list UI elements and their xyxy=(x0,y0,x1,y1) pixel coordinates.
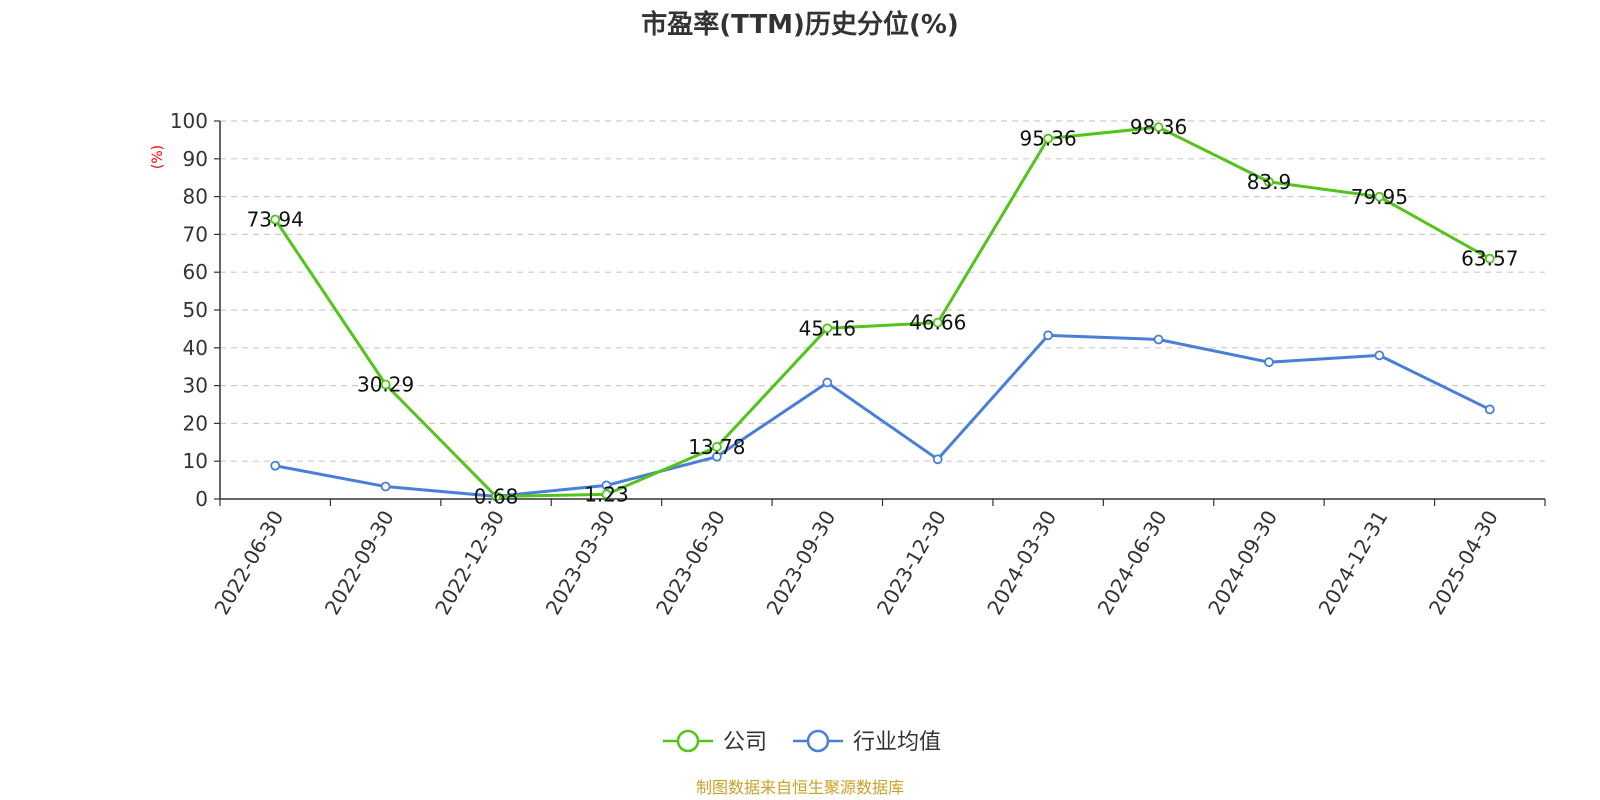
y-tick-label: 0 xyxy=(195,487,208,511)
data-label: 30.29 xyxy=(357,373,414,397)
legend-circle-icon xyxy=(806,729,830,753)
y-tick-label: 50 xyxy=(183,298,208,322)
data-point xyxy=(1153,122,1164,133)
x-tick-label: 2022-06-30 xyxy=(209,506,288,619)
data-label: 46.66 xyxy=(909,311,966,335)
data-point xyxy=(380,379,391,390)
legend: 公司 行业均值 xyxy=(663,729,941,755)
data-point xyxy=(270,460,281,471)
data-point xyxy=(601,480,612,491)
grid-lines xyxy=(220,120,1545,462)
data-label: 98.36 xyxy=(1130,115,1187,139)
data-point xyxy=(380,481,391,492)
data-label: 83.9 xyxy=(1247,170,1292,194)
x-tick-label: 2023-06-30 xyxy=(651,506,730,619)
x-tick-label: 2024-12-31 xyxy=(1314,506,1393,619)
x-tick-label: 2025-04-30 xyxy=(1424,506,1503,619)
data-point xyxy=(1043,330,1054,341)
data-point xyxy=(1374,350,1385,361)
y-tick-label: 90 xyxy=(183,147,208,171)
data-point xyxy=(932,317,943,328)
x-tick-label: 2023-12-30 xyxy=(872,506,951,619)
y-tick-label: 30 xyxy=(183,374,208,398)
y-tick-label: 70 xyxy=(183,222,208,246)
data-point xyxy=(1484,253,1495,264)
x-tick-label: 2024-03-30 xyxy=(982,506,1061,619)
data-point xyxy=(491,491,501,502)
chart-title: 市盈率(TTM)历史分位(%) xyxy=(641,9,959,40)
data-label: 1.23 xyxy=(584,482,629,506)
legend-item[interactable]: 公司 xyxy=(663,729,767,755)
legend-item[interactable]: 行业均值 xyxy=(793,729,941,755)
x-tick-label: 2024-09-30 xyxy=(1203,506,1282,619)
y-tick-label: 20 xyxy=(183,411,208,435)
data-label: 95.36 xyxy=(1019,127,1076,151)
data-point xyxy=(711,451,722,462)
data-point xyxy=(711,442,722,452)
data-point xyxy=(932,454,943,465)
data-point xyxy=(1374,191,1385,202)
data-point xyxy=(1264,176,1274,187)
y-axis-label: (%) xyxy=(150,145,166,169)
data-label: 13.78 xyxy=(688,435,745,459)
y-tick-label: 10 xyxy=(183,449,208,473)
data-label: 79.95 xyxy=(1351,185,1408,209)
axes: 0 10 20 30 40 50 60 70 80 90 100 2022-06-30 2022-09-… xyxy=(170,109,1546,619)
legend-label: 公司 xyxy=(723,730,767,755)
y-tick-label: 100 xyxy=(170,109,208,133)
data-point xyxy=(822,377,833,388)
data-point xyxy=(1264,357,1274,368)
series-line-0 xyxy=(273,125,1491,498)
series-line-1 xyxy=(274,333,1491,498)
data-label: 45.16 xyxy=(799,316,856,340)
data-label: 63.57 xyxy=(1461,247,1518,271)
x-tick-label: 2022-09-30 xyxy=(320,506,399,619)
series-lines xyxy=(270,122,1495,502)
x-tick-label: 2022-12-30 xyxy=(430,506,509,619)
data-point xyxy=(601,489,612,500)
data-labels: 73.94 30.29 0.68 1.23 13.78 45.16 46.66 95.36 98… xyxy=(247,115,1519,508)
y-tick-label: 60 xyxy=(183,260,208,284)
x-tick-label: 2024-06-30 xyxy=(1093,506,1172,619)
data-point xyxy=(270,214,281,225)
x-tick-label: 2023-03-30 xyxy=(541,506,620,619)
y-tick-label: 40 xyxy=(183,336,208,360)
legend-label: 行业均值 xyxy=(853,730,941,755)
legend-circle-icon xyxy=(676,729,700,753)
data-label: 0.68 xyxy=(474,484,519,508)
data-label: 73.94 xyxy=(247,208,304,232)
data-source-note: 制图数据来自恒生聚源数据库 xyxy=(696,778,904,797)
data-point xyxy=(1153,334,1164,345)
data-point xyxy=(822,323,833,334)
x-tick-label: 2023-09-30 xyxy=(761,506,840,619)
data-point xyxy=(1484,404,1495,415)
y-tick-label: 80 xyxy=(183,185,208,209)
data-point xyxy=(1043,133,1054,144)
